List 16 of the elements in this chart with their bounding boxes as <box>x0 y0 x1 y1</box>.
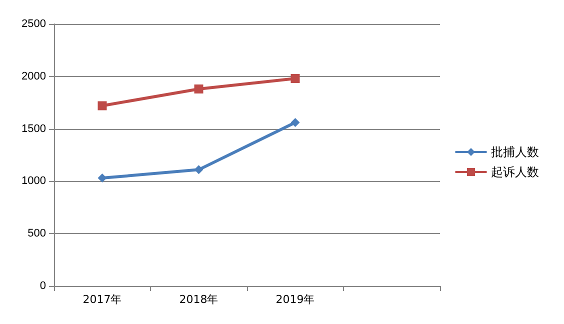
y-tick-label: 2500 <box>22 18 46 30</box>
point <box>194 84 204 94</box>
y-tick-label: 1000 <box>22 175 46 188</box>
y-tick-label: 500 <box>28 228 46 240</box>
point <box>98 174 107 183</box>
x-tick-label: 2019年 <box>276 293 315 306</box>
y-tick-label: 1500 <box>22 122 46 135</box>
point <box>98 101 107 110</box>
y-tick-label: 0 <box>40 280 46 292</box>
x-tick-label: 2017年 <box>82 293 122 306</box>
legend-label: 起诉人数 <box>491 165 539 179</box>
legend-label: 批捕人数 <box>491 145 539 159</box>
point <box>290 118 300 128</box>
x-tick-label: 2018年 <box>179 293 218 306</box>
point <box>290 74 300 83</box>
y-tick-label: 2000 <box>22 70 46 82</box>
